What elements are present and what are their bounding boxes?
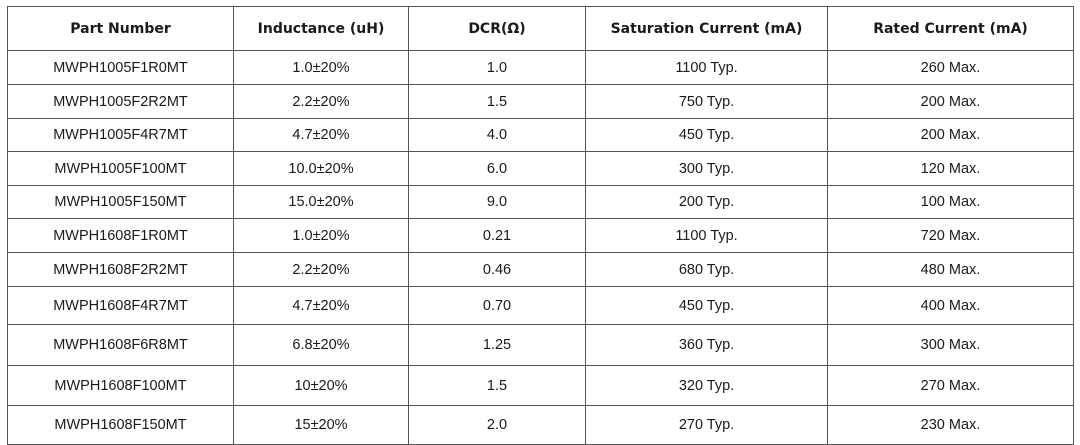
table-cell: 100 Max. [827, 185, 1074, 219]
table-cell: MWPH1608F100MT [7, 365, 234, 406]
header-row: Part Number Inductance (uH) DCR(Ω) Saturati… [7, 6, 1074, 51]
table-cell: 15.0±20% [233, 185, 409, 219]
table-cell: 0.70 [408, 286, 586, 325]
table-cell: 4.7±20% [233, 286, 409, 325]
table-cell: 1.0±20% [233, 218, 409, 253]
table-cell: 2.2±20% [233, 252, 409, 287]
table-cell: 0.46 [408, 252, 586, 287]
table-cell: 1.5 [408, 84, 586, 119]
table-row: MWPH1608F6R8MT 6.8±20% 1.25 360 Typ. 300 Max… [7, 324, 1074, 366]
table-cell: 1100 Typ. [585, 218, 828, 253]
table-cell: MWPH1608F4R7MT [7, 286, 234, 325]
table-row: MWPH1608F100MT 10±20% 1.5 320 Typ. 270 Max. [7, 365, 1074, 406]
table-row: MWPH1608F4R7MT 4.7±20% 0.70 450 Typ. 400 Max… [7, 286, 1074, 325]
table-cell: 2.2±20% [233, 84, 409, 119]
table-cell: MWPH1005F100MT [7, 151, 234, 186]
table-cell: 260 Max. [827, 50, 1074, 85]
table-cell: 1.25 [408, 324, 586, 366]
table-cell: 450 Typ. [585, 118, 828, 152]
table-cell: MWPH1608F2R2MT [7, 252, 234, 287]
table-cell: 750 Typ. [585, 84, 828, 119]
header-cell: Part Number [7, 6, 234, 51]
table-cell: 680 Typ. [585, 252, 828, 287]
table-cell: 0.21 [408, 218, 586, 253]
header-cell: Inductance (uH) [233, 6, 409, 51]
header-cell: Saturation Current (mA) [585, 6, 828, 51]
table-cell: 720 Max. [827, 218, 1074, 253]
table-cell: 270 Typ. [585, 405, 828, 445]
table-cell: 360 Typ. [585, 324, 828, 366]
table-cell: MWPH1005F4R7MT [7, 118, 234, 152]
table-cell: 320 Typ. [585, 365, 828, 406]
table-cell: 6.8±20% [233, 324, 409, 366]
table-cell: 1100 Typ. [585, 50, 828, 85]
table-row: MWPH1608F2R2MT 2.2±20% 0.46 680 Typ. 480 Max… [7, 252, 1074, 287]
table-cell: 4.0 [408, 118, 586, 152]
table-head: Part Number Inductance (uH) DCR(Ω) Saturati… [7, 6, 1074, 51]
table-cell: 1.5 [408, 365, 586, 406]
table-row: MWPH1005F4R7MT 4.7±20% 4.0 450 Typ. 200 Max. [7, 118, 1074, 152]
table-cell: 1.0±20% [233, 50, 409, 85]
table-cell: 200 Typ. [585, 185, 828, 219]
table-cell: 480 Max. [827, 252, 1074, 287]
table-body: MWPH1005F1R0MT 1.0±20% 1.0 1100 Typ. 260 Max… [7, 50, 1074, 445]
table-cell: 450 Typ. [585, 286, 828, 325]
table-cell: 4.7±20% [233, 118, 409, 152]
table-cell: 200 Max. [827, 84, 1074, 119]
table-cell: MWPH1005F2R2MT [7, 84, 234, 119]
table-cell: 270 Max. [827, 365, 1074, 406]
table-cell: 300 Max. [827, 324, 1074, 366]
table-row: MWPH1005F1R0MT 1.0±20% 1.0 1100 Typ. 260 Max… [7, 50, 1074, 85]
header-cell: DCR(Ω) [408, 6, 586, 51]
table-cell: MWPH1005F1R0MT [7, 50, 234, 85]
header-cell: Rated Current (mA) [827, 6, 1074, 51]
table-cell: 10.0±20% [233, 151, 409, 186]
table-row: MWPH1005F100MT 10.0±20% 6.0 300 Typ. 120 Max… [7, 151, 1074, 186]
spec-table: Part Number Inductance (uH) DCR(Ω) Saturati… [7, 6, 1074, 445]
table-cell: 9.0 [408, 185, 586, 219]
table-row: MWPH1608F150MT 15±20% 2.0 270 Typ. 230 Max. [7, 405, 1074, 445]
table-cell: 15±20% [233, 405, 409, 445]
table-cell: 200 Max. [827, 118, 1074, 152]
table-cell: 6.0 [408, 151, 586, 186]
table-cell: 10±20% [233, 365, 409, 406]
table-row: MWPH1005F2R2MT 2.2±20% 1.5 750 Typ. 200 Max. [7, 84, 1074, 119]
table-cell: MWPH1005F150MT [7, 185, 234, 219]
table-cell: 1.0 [408, 50, 586, 85]
table-cell: 2.0 [408, 405, 586, 445]
table-cell: 400 Max. [827, 286, 1074, 325]
table-row: MWPH1005F150MT 15.0±20% 9.0 200 Typ. 100 Max… [7, 185, 1074, 219]
table-cell: MWPH1608F1R0MT [7, 218, 234, 253]
table-cell: MWPH1608F6R8MT [7, 324, 234, 366]
table-row: MWPH1608F1R0MT 1.0±20% 0.21 1100 Typ. 720 Ma… [7, 218, 1074, 253]
table-cell: MWPH1608F150MT [7, 405, 234, 445]
table-cell: 230 Max. [827, 405, 1074, 445]
table-cell: 120 Max. [827, 151, 1074, 186]
table-cell: 300 Typ. [585, 151, 828, 186]
